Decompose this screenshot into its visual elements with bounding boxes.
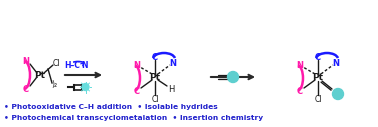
Text: N: N: [169, 59, 177, 67]
Circle shape: [228, 72, 239, 83]
Text: Pt: Pt: [34, 70, 45, 80]
Circle shape: [333, 89, 344, 99]
Text: C: C: [152, 52, 158, 61]
Text: C: C: [315, 52, 321, 61]
Text: C: C: [134, 86, 140, 96]
Text: )₂: )₂: [51, 81, 57, 90]
Text: H–C: H–C: [64, 60, 80, 69]
Text: • Photochemical transcyclometalation  • Insertion chemistry: • Photochemical transcyclometalation • I…: [4, 115, 263, 121]
Text: C: C: [297, 86, 303, 96]
Text: N: N: [296, 60, 304, 69]
Text: Cl: Cl: [52, 59, 60, 67]
Text: Cl: Cl: [314, 94, 322, 104]
Circle shape: [82, 83, 89, 91]
Text: N: N: [333, 59, 339, 67]
Text: N: N: [23, 57, 29, 66]
Text: H: H: [168, 84, 174, 93]
Text: Pt: Pt: [313, 73, 324, 82]
Text: Cl: Cl: [151, 94, 159, 104]
Text: N: N: [133, 60, 141, 69]
Text: Pt: Pt: [150, 73, 161, 82]
Text: • Photooxidative C–H addition  • Isolable hydrides: • Photooxidative C–H addition • Isolable…: [4, 104, 218, 110]
Text: N: N: [81, 60, 87, 69]
Text: C: C: [23, 84, 29, 93]
